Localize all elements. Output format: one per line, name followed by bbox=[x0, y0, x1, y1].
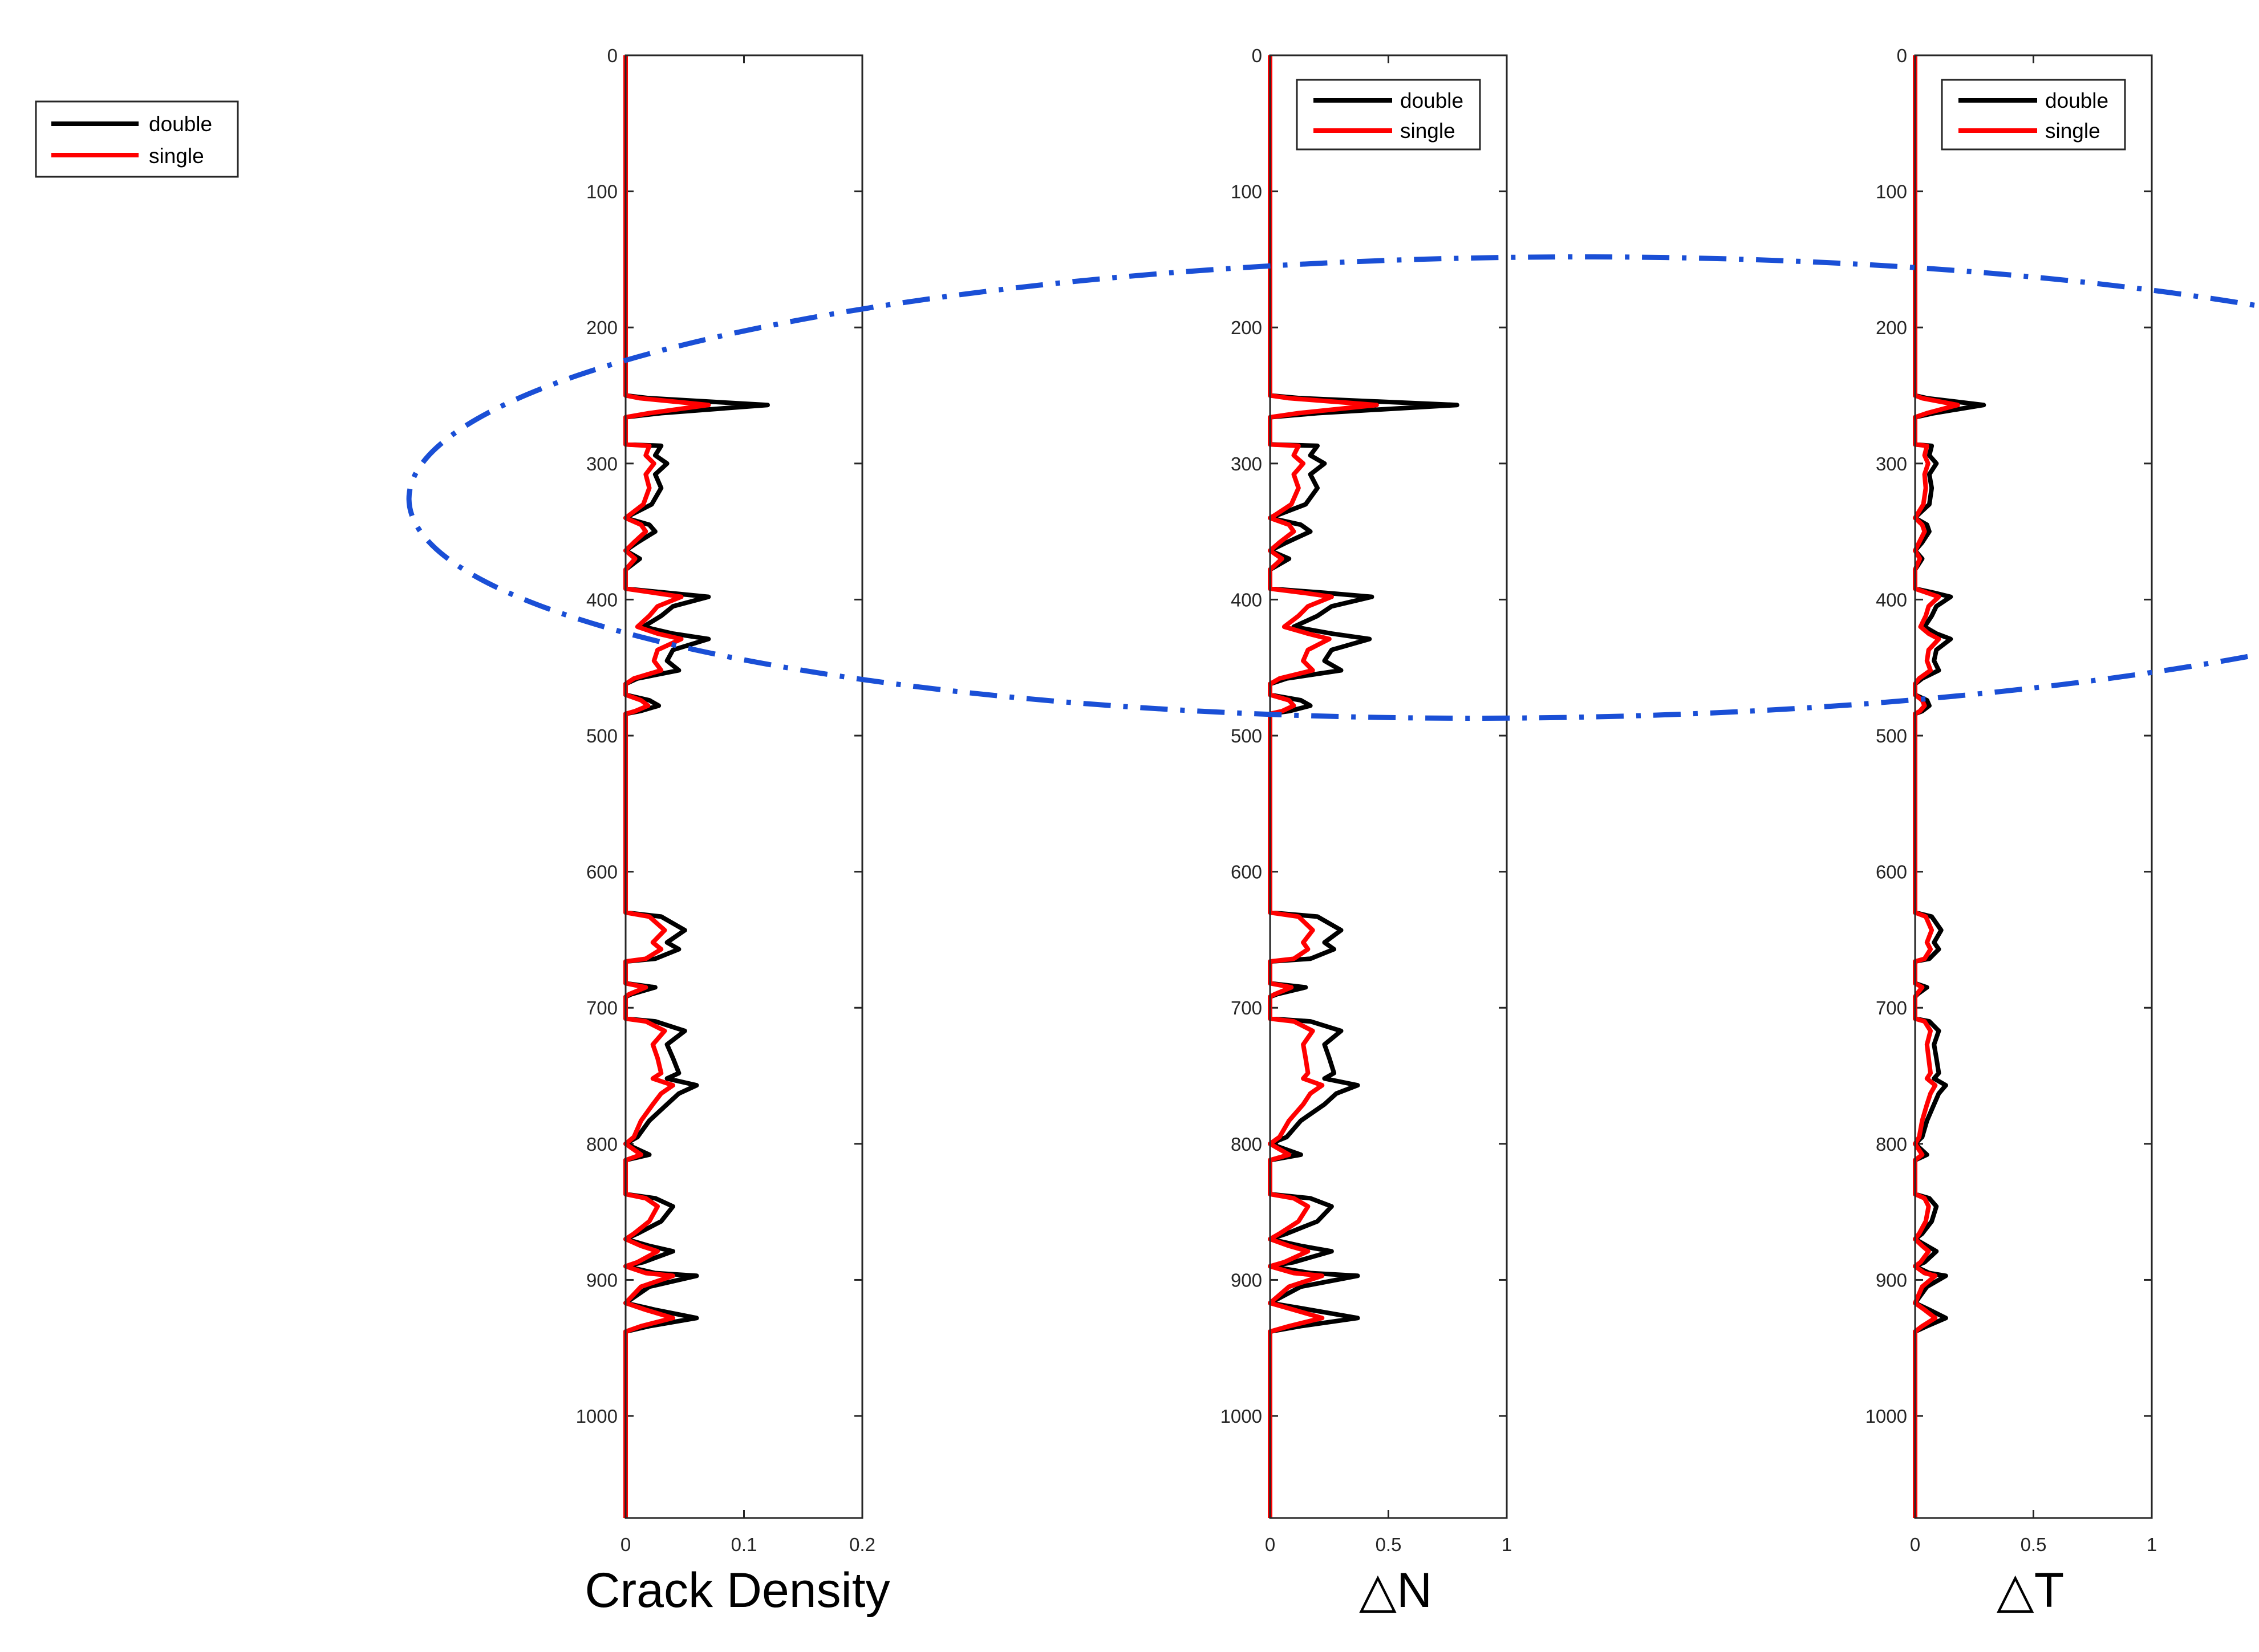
y-tick-label-600: 600 bbox=[586, 862, 618, 883]
y-tick-label-500: 500 bbox=[586, 725, 618, 746]
y-tick-label-200: 200 bbox=[586, 317, 618, 338]
plot-area bbox=[626, 55, 862, 1518]
y-axis: 0 100 200 300 400 500 600 700 800 900 1000 bbox=[1220, 45, 1507, 1427]
y-tick-label-1000: 1000 bbox=[576, 1406, 618, 1427]
y-tick-label-200: 200 bbox=[1876, 317, 1907, 338]
y-tick-label-500: 500 bbox=[1231, 725, 1262, 746]
plot-frame bbox=[1914, 54, 2153, 1519]
plot-area bbox=[1270, 55, 1507, 1518]
y-tick-label-600: 600 bbox=[1876, 862, 1907, 883]
x-tick-label-1: 1 bbox=[2147, 1534, 2157, 1555]
y-tick-label-1000: 1000 bbox=[1220, 1406, 1262, 1427]
chart-panel-delta-n: 0 100 200 300 400 500 600 700 800 900 1000 0 0.5 1 d… bbox=[1220, 45, 1512, 1618]
figure-legend: double single bbox=[35, 100, 239, 178]
y-tick-label-700: 700 bbox=[1231, 997, 1262, 1018]
y-tick-label-400: 400 bbox=[1231, 589, 1262, 610]
figure-legend-single-label: single bbox=[149, 144, 204, 168]
x-axis-label: △N bbox=[1359, 1563, 1432, 1618]
panel-legend-box bbox=[1296, 79, 1481, 151]
panel-legend-double-label: double bbox=[2045, 89, 2108, 112]
y-tick-label-0: 0 bbox=[1897, 45, 1907, 66]
panel-legend-single-label: single bbox=[2045, 119, 2100, 143]
x-tick-label-0.5: 0.5 bbox=[2021, 1534, 2047, 1555]
panel-legend-double-label: double bbox=[1400, 89, 1463, 112]
y-tick-label-100: 100 bbox=[1876, 181, 1907, 202]
y-tick-label-400: 400 bbox=[1876, 589, 1907, 610]
panel-legend-single-label: single bbox=[1400, 119, 1455, 143]
y-tick-label-500: 500 bbox=[1876, 725, 1907, 746]
chart-panel-crack-density: 0 100 200 300 400 500 600 700 800 900 1000 0 0.1 0.2… bbox=[576, 45, 890, 1618]
y-axis: 0 100 200 300 400 500 600 700 800 900 1000 bbox=[1865, 45, 2152, 1427]
figure-legend-box bbox=[35, 100, 239, 178]
y-tick-label-700: 700 bbox=[1876, 997, 1907, 1018]
y-tick-label-300: 300 bbox=[1231, 453, 1262, 474]
panel-legend: double single bbox=[1296, 79, 1481, 151]
y-tick-label-100: 100 bbox=[1231, 181, 1262, 202]
y-tick-label-200: 200 bbox=[1231, 317, 1262, 338]
x-tick-label-0: 0 bbox=[1265, 1534, 1275, 1555]
y-tick-label-600: 600 bbox=[1231, 862, 1262, 883]
x-tick-label-0: 0 bbox=[1910, 1534, 1920, 1555]
y-tick-label-0: 0 bbox=[607, 45, 618, 66]
y-tick-label-900: 900 bbox=[586, 1269, 618, 1290]
x-tick-label-0.2: 0.2 bbox=[849, 1534, 875, 1555]
y-tick-label-300: 300 bbox=[1876, 453, 1907, 474]
y-tick-label-400: 400 bbox=[586, 589, 618, 610]
x-axis-label: △T bbox=[1997, 1563, 2065, 1618]
y-tick-label-100: 100 bbox=[586, 181, 618, 202]
highlight-ellipse bbox=[406, 254, 2259, 721]
y-axis: 0 100 200 300 400 500 600 700 800 900 1000 bbox=[576, 45, 862, 1427]
y-tick-label-900: 900 bbox=[1231, 1269, 1262, 1290]
x-tick-label-0.5: 0.5 bbox=[1376, 1534, 1402, 1555]
x-axis-label: Crack Density bbox=[585, 1563, 890, 1618]
y-tick-label-800: 800 bbox=[1231, 1134, 1262, 1155]
y-tick-label-700: 700 bbox=[586, 997, 618, 1018]
x-tick-label-0.1: 0.1 bbox=[731, 1534, 757, 1555]
plot-area bbox=[1915, 55, 2152, 1518]
y-tick-label-800: 800 bbox=[1876, 1134, 1907, 1155]
plot-frame bbox=[1269, 54, 1508, 1519]
chart-panel-delta-t: 0 100 200 300 400 500 600 700 800 900 1000 0 0.5 1 d… bbox=[1865, 45, 2157, 1618]
y-tick-label-300: 300 bbox=[586, 453, 618, 474]
panel-legend-box bbox=[1941, 79, 2126, 151]
plot-frame bbox=[624, 54, 863, 1519]
y-tick-label-900: 900 bbox=[1876, 1269, 1907, 1290]
x-tick-label-1: 1 bbox=[1502, 1534, 1512, 1555]
x-tick-label-0: 0 bbox=[620, 1534, 631, 1555]
y-tick-label-800: 800 bbox=[586, 1134, 618, 1155]
figure-legend-double-label: double bbox=[149, 112, 212, 136]
panel-legend: double single bbox=[1941, 79, 2126, 151]
y-tick-label-0: 0 bbox=[1252, 45, 1262, 66]
y-tick-label-1000: 1000 bbox=[1865, 1406, 1907, 1427]
